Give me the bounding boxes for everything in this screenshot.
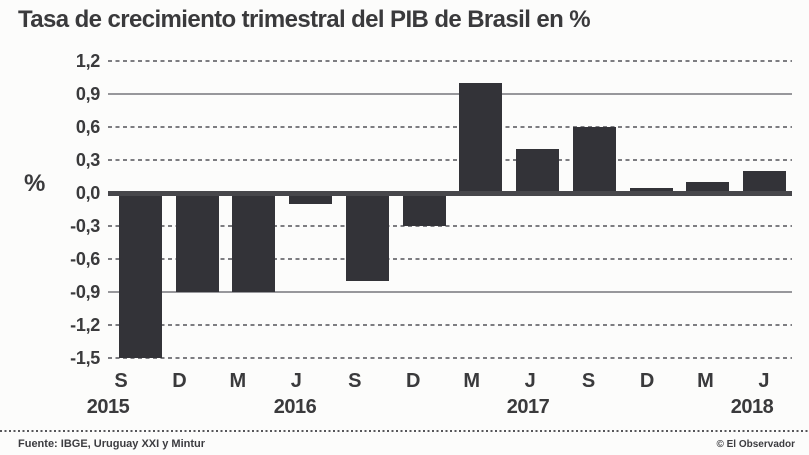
x-tick-label: M bbox=[229, 370, 247, 392]
x-tick-label: D bbox=[172, 370, 187, 392]
year-label: 2018 bbox=[730, 396, 774, 418]
bar-s-2017 bbox=[572, 127, 616, 193]
gridline-dashed bbox=[108, 60, 792, 62]
gridline-dashed bbox=[108, 225, 792, 227]
bar-j-2017 bbox=[516, 149, 560, 193]
footer-divider bbox=[0, 430, 809, 432]
zero-axis-line bbox=[108, 191, 792, 196]
gridline-dashed bbox=[108, 126, 792, 128]
y-tick-label: 0,0 bbox=[75, 183, 100, 203]
bar-j-2016 bbox=[289, 193, 333, 204]
y-tick-label: 0,3 bbox=[75, 150, 100, 170]
bar-j-2018 bbox=[743, 171, 787, 193]
y-tick-label: 1,2 bbox=[75, 51, 100, 71]
y-tick-label: -1,2 bbox=[70, 315, 100, 335]
gridline-solid bbox=[108, 93, 792, 95]
gridline-dashed bbox=[108, 159, 792, 161]
x-tick-label: J bbox=[758, 370, 770, 392]
gridline-dashed bbox=[108, 357, 792, 359]
plot-area bbox=[108, 60, 792, 359]
y-axis-unit-label: % bbox=[24, 170, 46, 197]
bar-d-2016 bbox=[402, 193, 446, 226]
bar-m-2018 bbox=[686, 182, 730, 193]
year-label: 2016 bbox=[273, 396, 317, 418]
year-label: 2017 bbox=[506, 396, 550, 418]
x-tick-label: S bbox=[114, 370, 128, 392]
y-axis-tick-labels: 1,2 0,9 0,6 0,3 0,0 -0,3 -0,6 -0,9 -1,2 -1,5 bbox=[0, 51, 100, 368]
y-tick-label: 0,9 bbox=[75, 84, 100, 104]
gridline-dashed bbox=[108, 258, 792, 260]
bar-m-2017 bbox=[459, 83, 503, 193]
x-tick-label: M bbox=[463, 370, 481, 392]
x-tick-label: S bbox=[581, 370, 596, 392]
x-tick-label: M bbox=[697, 370, 714, 392]
y-tick-label: -1,5 bbox=[70, 348, 100, 368]
y-tick-label: -0,9 bbox=[70, 282, 100, 302]
gridline-solid bbox=[108, 291, 792, 293]
chart-title: Tasa de crecimiento trimestral del PIB d… bbox=[18, 6, 591, 33]
x-tick-label: J bbox=[524, 370, 536, 392]
y-tick-label: 0,6 bbox=[75, 117, 100, 137]
source-text: Fuente: IBGE, Uruguay XXI y Mintur bbox=[18, 438, 206, 450]
bar-d-2017 bbox=[629, 187, 673, 193]
bar-s-2015 bbox=[119, 193, 162, 358]
y-tick-label: -0,6 bbox=[70, 249, 100, 269]
x-tick-label: D bbox=[406, 370, 421, 392]
x-tick-label: S bbox=[348, 370, 362, 392]
gridline-dashed bbox=[108, 324, 792, 326]
bar-s-2016 bbox=[345, 193, 389, 281]
x-axis-year-labels: 2015 2016 2017 2018 bbox=[0, 396, 809, 422]
bar-m-2016 bbox=[232, 193, 276, 292]
x-tick-label: D bbox=[639, 370, 655, 392]
y-tick-label: -0,3 bbox=[70, 216, 100, 236]
credit-text: © El Observador bbox=[716, 439, 795, 450]
x-tick-label: J bbox=[290, 370, 302, 392]
year-label: 2015 bbox=[86, 396, 130, 418]
bar-d-2015 bbox=[175, 193, 219, 292]
